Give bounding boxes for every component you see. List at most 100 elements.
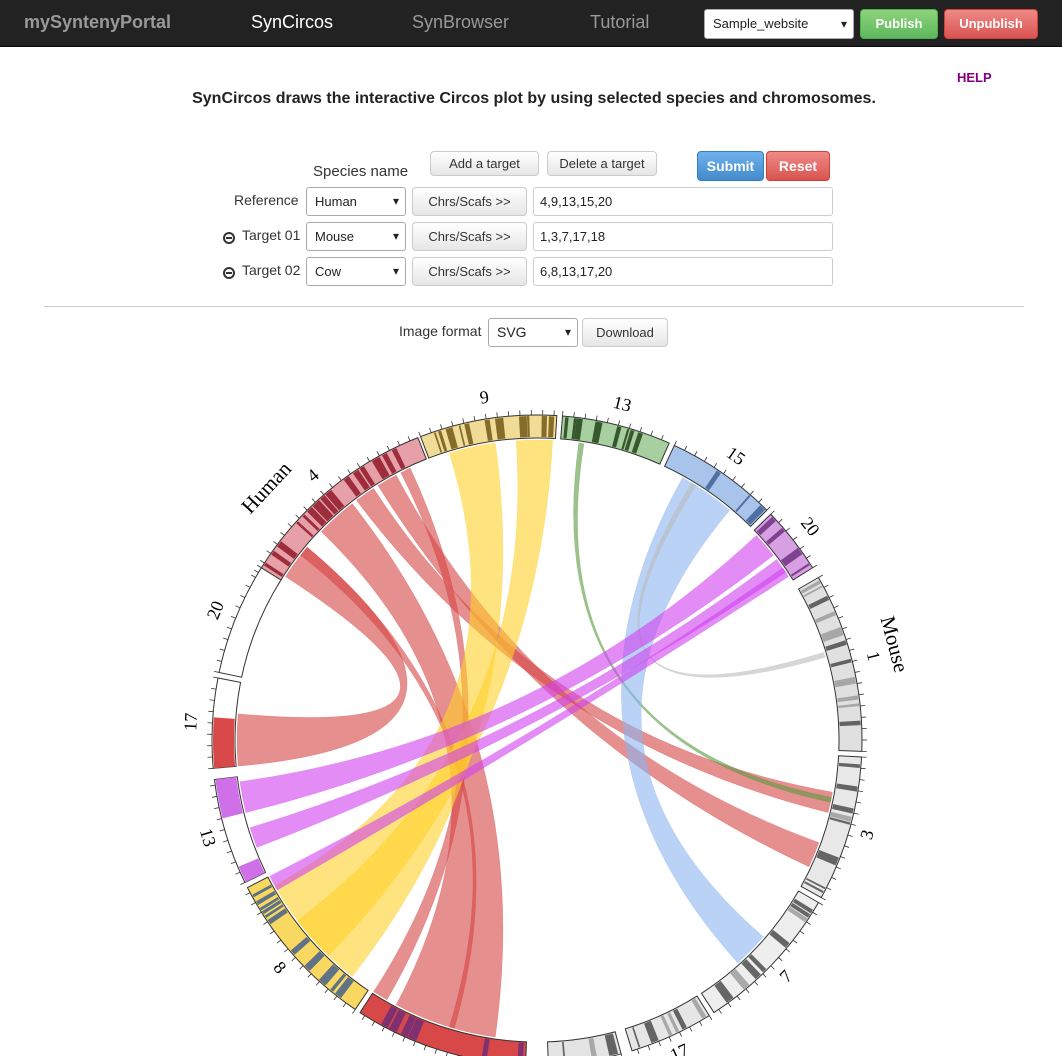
chromosome-input[interactable]: 4,9,13,15,20 [533,187,833,216]
cytoband [805,877,826,890]
cytoband [458,425,466,446]
remove-target-icon[interactable] [223,232,235,244]
cytoband [808,595,830,609]
ideogram-tick [831,876,837,880]
ideogram-tick [440,424,443,430]
submit-button[interactable]: Submit [697,151,764,181]
cytoband [304,951,325,971]
ideogram-tick [628,423,632,429]
ideogram-tick [214,807,220,810]
ideogram-tick [295,514,300,519]
download-button[interactable]: Download [582,318,668,347]
cytoband [836,783,858,792]
ideogram-tick [216,659,222,662]
synteny-ribbon [356,488,833,813]
ideogram-tick [770,965,775,970]
ideogram-tick [376,451,380,456]
ideogram-tick [283,948,289,953]
cytoband [481,1038,490,1056]
unpublish-button[interactable]: Unpublish [944,9,1038,39]
tab[interactable]: SynBrowser [412,12,510,32]
species-select[interactable]: Cow [306,257,406,286]
ideogram-tick [434,1048,437,1054]
chromosome-label: 1 [863,649,885,663]
delete-target-button[interactable]: Delete a target [547,151,657,176]
chromosome-label: 13 [611,392,633,416]
chrs-button[interactable]: Chrs/Scafs >> [412,257,527,286]
ideogram-tick [806,921,811,925]
ideogram-tick [347,469,351,475]
species-select[interactable]: Mouse [306,222,406,251]
cytoband [691,998,707,1019]
chrs-button[interactable]: Chrs/Scafs >> [412,187,527,216]
image-format-label: Image format [399,323,482,339]
ideogram-tick [276,939,282,944]
circos-plot: 49131520Human13717Mouse20171386 [180,387,914,1056]
ideogram-tick [713,463,718,468]
synteny-ribbon [269,567,789,891]
ideogram-tick [371,1021,375,1026]
chromosome-ideogram [753,513,814,581]
format-select[interactable]: SVG [488,318,578,347]
add-target-button[interactable]: Add a target [430,151,539,176]
ideogram-tick [451,421,454,427]
cytoband [408,1017,425,1041]
chromosome-ideogram [547,1031,622,1056]
cytoband [748,954,767,973]
cytoband [631,432,643,454]
ideogram-tick [211,687,217,690]
chromosome-label: 3 [856,827,878,841]
ideogram-tick [785,948,791,953]
ideogram-tick [821,897,826,901]
cytoband [816,850,839,866]
cytoband [792,898,813,914]
ideogram-tick [263,921,268,925]
ideogram-tick [637,1048,640,1054]
species-select[interactable]: Human [306,187,406,216]
ideogram-tick [855,801,862,804]
brand[interactable]: mySyntenyPortal [24,12,172,32]
ideogram-tick [785,527,791,532]
synteny-ribbon [377,474,820,868]
ideogram-tick [842,626,848,630]
ideogram-tick [799,545,805,550]
ideogram-tick [840,856,846,859]
reset-button[interactable]: Reset [766,151,830,181]
ideogram-tick [366,456,370,462]
cytoband [352,469,370,491]
ideogram-tick [606,417,609,423]
cytoband [548,416,555,438]
synteny-ribbon [300,546,477,1029]
chromosome-input[interactable]: 6,8,13,17,20 [533,257,833,286]
row-label: Reference [234,192,299,208]
synteny-ribbon [297,439,553,957]
cytoband [839,720,861,727]
description: SynCircos draws the interactive Circos p… [192,90,876,107]
tab[interactable]: SynCircos [251,12,334,32]
chrs-button[interactable]: Chrs/Scafs >> [412,222,527,251]
help-link[interactable]: HELP [957,70,992,85]
ideogram-tick [758,498,763,503]
chromosome-input[interactable]: 1,3,7,17,18 [533,222,833,251]
cytoband [562,1041,565,1056]
ideogram-tick [315,981,320,986]
remove-target-icon[interactable] [223,267,235,279]
ideogram-tick [397,440,401,446]
ideogram-tick [291,957,296,962]
ideogram-tick [391,1031,395,1037]
ideogram-tick [211,796,218,798]
species-header: Species name [313,163,409,180]
cytoband [735,494,751,513]
cytoband [238,858,265,883]
cytoband [829,817,851,825]
ideogram-tick [245,892,251,896]
ideogram-tick [838,616,844,619]
tab[interactable]: Tutorial [590,12,650,32]
ideogram-tick [256,564,262,569]
publish-button[interactable]: Publish [860,9,938,39]
navbar: mySyntenyPortal SynCircos SynBrowser Tut… [0,0,1062,47]
ideogram-tick [212,676,219,679]
ideogram-tick [778,957,783,962]
cytoband [290,936,311,955]
project-select[interactable]: Sample_website [704,9,854,39]
